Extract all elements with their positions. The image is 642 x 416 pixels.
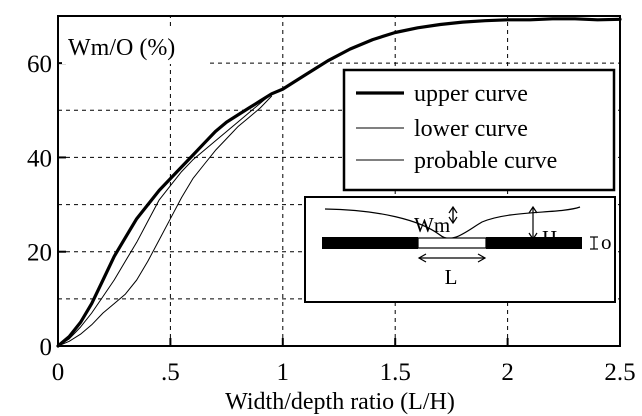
plot-frame [57, 15, 621, 347]
inset-wm-arrowhead-down [448, 216, 458, 225]
legend-box [342, 68, 616, 192]
series-group [56, 17, 622, 348]
inset-gap [417, 237, 487, 249]
x-axis-label: Width/depth ratio (L/H) [225, 389, 455, 415]
inset-label-wm: Wm [414, 213, 450, 237]
inset-label-o: o [601, 230, 612, 254]
x-tick-label-3: 1.5 [380, 359, 411, 386]
inset-h-arrowhead-up [528, 205, 538, 214]
series-line-lower-curve [57, 95, 273, 347]
y-tick-label-0: 0 [40, 334, 53, 361]
x-tick-label-2: 1 [277, 359, 290, 386]
inset-label-l: L [445, 265, 458, 289]
x-tick-label-5: 2.5 [604, 359, 635, 386]
series-line-upper-curve [56, 17, 622, 348]
y-label-background [62, 30, 208, 64]
y-tick-label-3: 60 [27, 51, 52, 78]
legend-label-upper: upper curve [414, 81, 528, 107]
y-tick-label-1: 20 [27, 240, 52, 267]
y-axis-label: Wm/O (%) [68, 35, 175, 61]
series-line-probable-curve [57, 93, 273, 347]
x-tick-label-1: .5 [161, 359, 180, 386]
legend: upper curve lower curve probable curve [342, 68, 616, 192]
tick-group: 0 .5 1 1.5 2 2.5 0 20 40 60 [27, 51, 636, 386]
inset-l-arrowhead-left [417, 253, 427, 263]
inset-right-block [486, 237, 582, 249]
inset-box [304, 196, 616, 303]
x-tick-label-0: 0 [52, 359, 65, 386]
inset-diagram: Wm H o L [304, 196, 616, 303]
x-tick-label-4: 2 [501, 359, 514, 386]
legend-label-probable: probable curve [414, 148, 557, 174]
inset-l-arrowhead-right [477, 253, 487, 263]
legend-label-lower: lower curve [414, 116, 528, 142]
y-tick-label-2: 40 [27, 145, 52, 172]
inset-profile-curve [324, 206, 581, 239]
inset-left-block [322, 237, 418, 249]
inset-wm-arrowhead-up [448, 205, 458, 214]
